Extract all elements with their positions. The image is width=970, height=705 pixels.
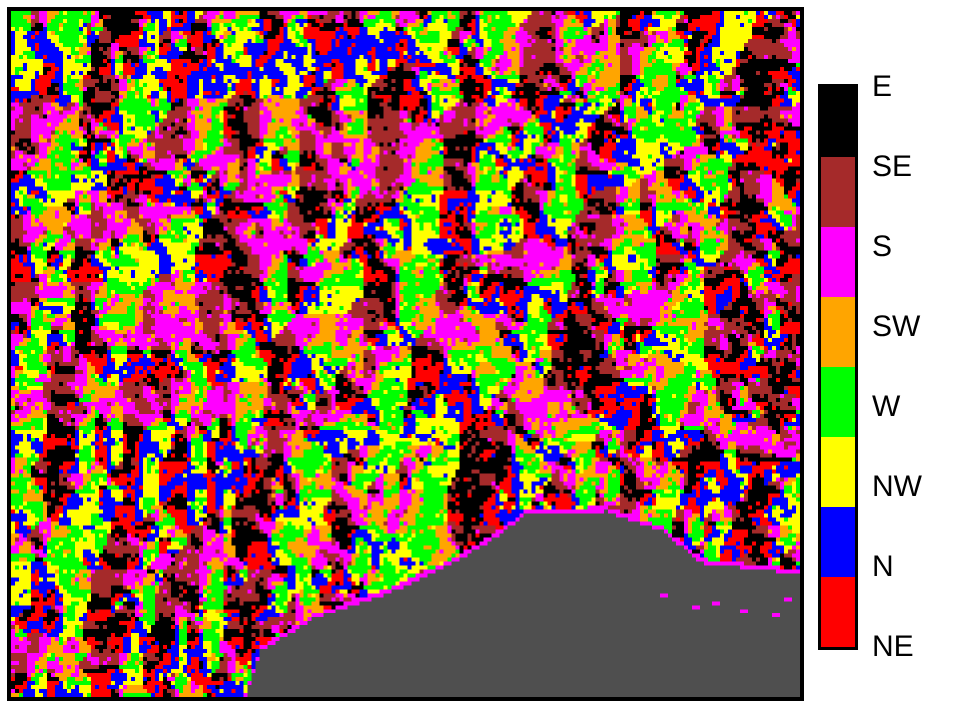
- color-legend-labels: E SE S SW W NW N NE: [872, 72, 962, 662]
- legend-label-ne: NE: [872, 630, 914, 663]
- legend-label-sw: SW: [872, 310, 921, 343]
- legend-swatch-e: [821, 87, 855, 157]
- legend-swatch-n: [821, 507, 855, 577]
- color-legend-bar: [818, 84, 858, 650]
- legend-label-s: S: [872, 230, 893, 263]
- legend-label-se: SE: [872, 150, 913, 183]
- legend-swatch-w: [821, 367, 855, 437]
- legend-label-e: E: [872, 70, 893, 103]
- legend-swatch-ne: [821, 577, 855, 647]
- legend-swatch-se: [821, 157, 855, 227]
- legend-swatch-sw: [821, 297, 855, 367]
- legend-label-nw: NW: [872, 470, 922, 503]
- legend-label-w: W: [872, 390, 901, 423]
- flow-direction-raster: [11, 11, 800, 697]
- legend-swatch-s: [821, 227, 855, 297]
- legend-label-n: N: [872, 550, 894, 583]
- flow-direction-map: [7, 7, 804, 701]
- legend-swatch-nw: [821, 437, 855, 507]
